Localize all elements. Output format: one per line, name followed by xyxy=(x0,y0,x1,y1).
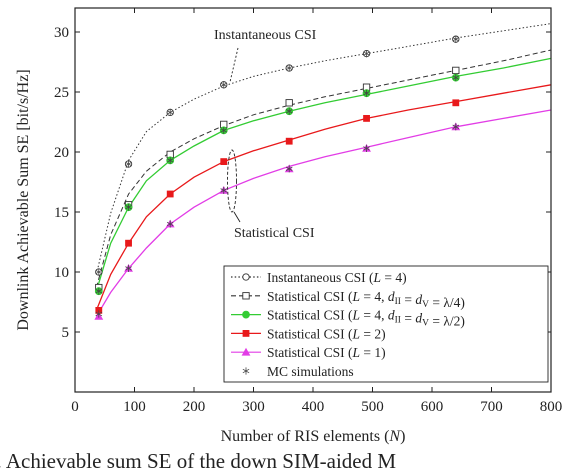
series-5-point xyxy=(220,81,228,89)
y-tick-label: 20 xyxy=(54,145,69,161)
x-tick-label: 0 xyxy=(71,399,79,415)
legend-box xyxy=(223,265,549,383)
legend-label: Statistical CSI (L = 4, dII = dV = λ/2) xyxy=(267,308,465,329)
legend-label: Statistical CSI (L = 1) xyxy=(267,345,386,360)
y-tick-label: 5 xyxy=(62,325,70,341)
series-layer xyxy=(95,23,552,317)
series-5-point xyxy=(363,50,370,58)
series-5-point xyxy=(285,165,293,173)
series-5-point xyxy=(125,160,132,168)
series-5-point xyxy=(125,203,132,211)
annotation-layer: Instantaneous CSI Statistical CSI xyxy=(214,28,317,241)
caption-fragment: 2. Achievable sum SE of the down SIM-aid… xyxy=(0,449,396,470)
series-line-3 xyxy=(95,84,552,311)
series-5-point xyxy=(285,64,293,72)
y-tick-label: 30 xyxy=(54,25,69,41)
legend-swatch-marker xyxy=(242,273,250,281)
series-5-point xyxy=(95,287,103,295)
series-5-point xyxy=(285,107,293,115)
series-3-point xyxy=(285,137,293,145)
x-tick-label: 500 xyxy=(361,399,384,415)
y-tick-label: 15 xyxy=(54,205,69,221)
x-tick-label: 800 xyxy=(540,399,563,415)
series-line-2 xyxy=(95,57,552,292)
legend-swatch-marker xyxy=(242,292,250,300)
annot-stat-leader xyxy=(233,211,241,223)
y-tick-label: 25 xyxy=(54,85,69,101)
annot-stat-ellipse xyxy=(227,149,237,213)
y-tick-label: 10 xyxy=(54,265,69,281)
legend-swatch-marker xyxy=(242,330,250,337)
series-5-point xyxy=(452,123,460,131)
annot-inst-leader xyxy=(229,47,239,83)
x-axis-label: Number of RIS elements (N) xyxy=(221,428,406,445)
series-5-point xyxy=(166,108,174,116)
legend-entry xyxy=(231,330,261,337)
marker-layer xyxy=(94,35,461,320)
series-3-point xyxy=(125,239,132,247)
series-5-point xyxy=(452,74,460,82)
legend: Instantaneous CSI (L = 4) Statistical CSI… xyxy=(223,265,549,383)
series-5-point xyxy=(220,186,228,194)
series-line-0 xyxy=(95,23,552,275)
y-axis-label: Downlink Achievable Sum SE [bit/s/Hz] xyxy=(15,69,32,330)
series-1-point xyxy=(452,66,460,75)
series-line-4 xyxy=(95,109,552,317)
series-1-point xyxy=(285,99,293,107)
series-5-point xyxy=(363,89,370,97)
legend-swatch-marker xyxy=(242,367,250,375)
legend-entry xyxy=(231,347,261,356)
x-tick-label: 700 xyxy=(480,399,503,415)
series-5-point xyxy=(363,144,370,152)
series-3-point xyxy=(166,190,174,198)
series-5-point xyxy=(166,156,174,164)
series-5-point xyxy=(166,220,174,228)
annot-instantaneous-csi: Instantaneous CSI xyxy=(214,28,317,43)
series-5-point xyxy=(95,310,103,318)
series-line-1 xyxy=(95,49,552,288)
legend-label: Statistical CSI (L = 4, dII = dV = λ/4) xyxy=(267,289,465,310)
legend-entry xyxy=(242,367,250,375)
series-5-point xyxy=(220,126,228,134)
legend-swatch-marker xyxy=(242,310,250,319)
x-tick-label: 100 xyxy=(123,399,146,415)
x-tick-label: 300 xyxy=(242,399,265,415)
annot-statistical-csi: Statistical CSI xyxy=(234,226,315,241)
series-5-point xyxy=(125,264,132,272)
x-tick-label: 400 xyxy=(302,399,325,415)
legend-label: Statistical CSI (L = 2) xyxy=(267,326,386,341)
x-tick-label: 600 xyxy=(421,399,444,415)
tick-layer: 0 100 200 300 400 500 600 700 800 5 10 15 20 25 30 xyxy=(54,8,562,415)
legend-label: MC simulations xyxy=(267,364,354,379)
legend-entry xyxy=(231,273,261,281)
series-3-point xyxy=(363,115,370,122)
x-tick-label: 200 xyxy=(183,399,206,415)
series-3-point xyxy=(452,99,460,107)
series-5-point xyxy=(95,268,103,276)
series-3-point xyxy=(220,158,228,165)
legend-swatch-marker xyxy=(241,347,251,356)
legend-entry xyxy=(231,292,261,300)
legend-entry xyxy=(231,310,261,319)
series-5-point xyxy=(452,35,460,43)
legend-label: Instantaneous CSI (L = 4) xyxy=(267,270,407,285)
